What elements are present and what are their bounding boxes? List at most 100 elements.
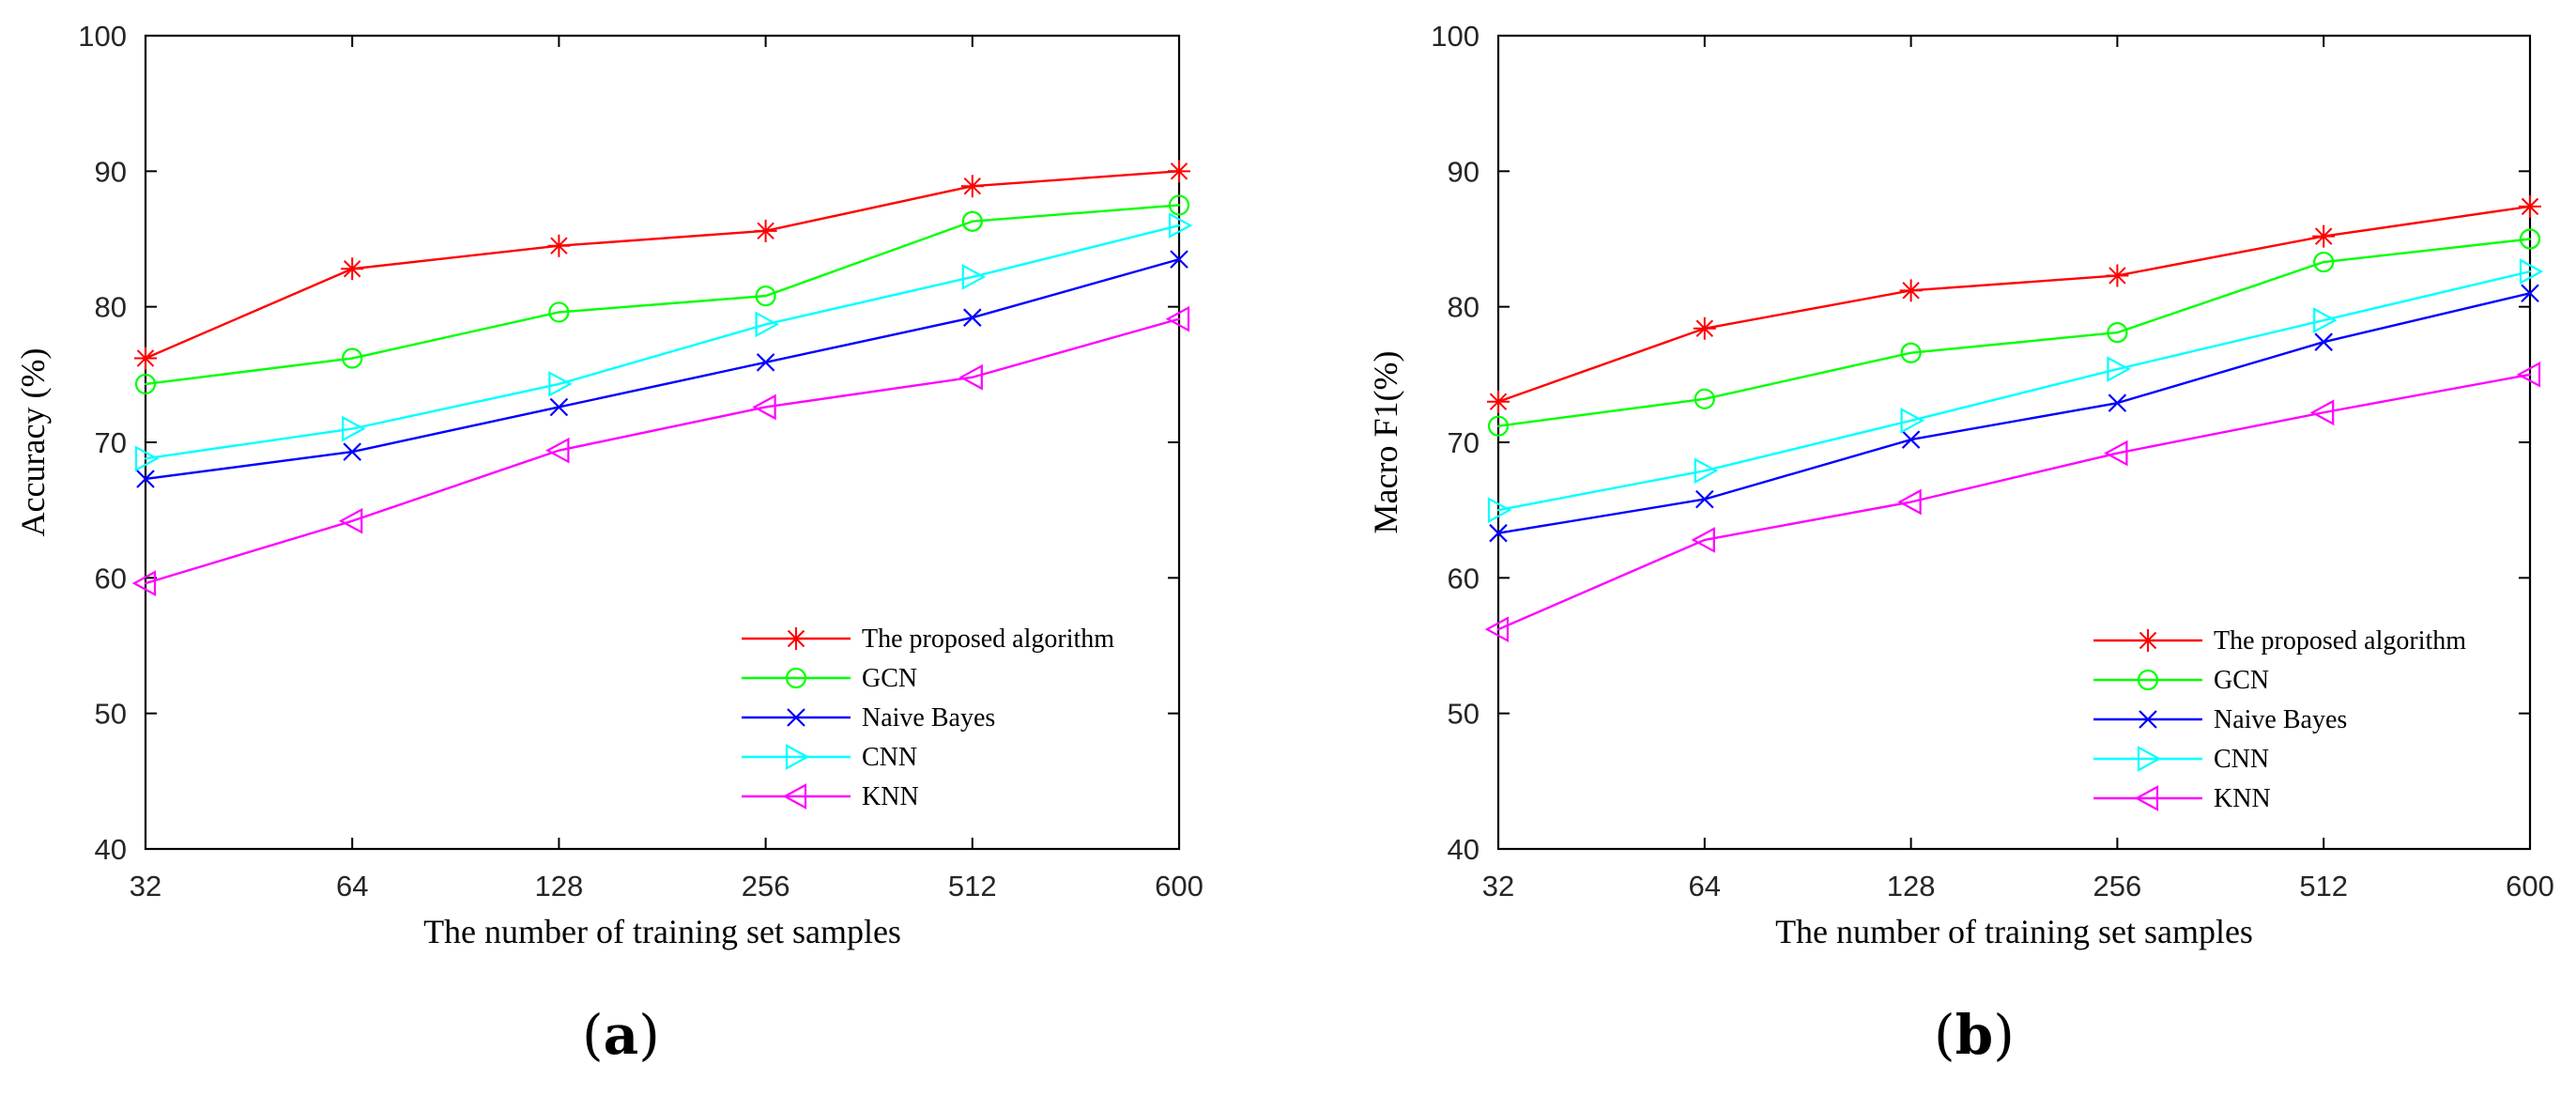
data-point-a-gcn-5	[1168, 194, 1190, 216]
data-point-a-gcn-0	[134, 373, 157, 395]
data-point-a-the-proposed-algorithm-1	[341, 257, 364, 281]
x-tick-label-b-4: 512	[2299, 870, 2348, 902]
y-tick-label-a-4: 80	[95, 291, 127, 324]
legend-marker-b-the-proposed-algorithm	[2137, 629, 2159, 652]
data-point-a-cnn-0	[134, 445, 160, 472]
data-point-a-gcn-3	[755, 285, 776, 307]
x-tick-label-b-0: 32	[1482, 870, 1514, 902]
legend-label-b-knn: KNN	[2214, 784, 2271, 813]
series-line-b-cnn	[1496, 270, 2532, 512]
series-line-b-knn	[1496, 373, 2532, 631]
data-point-b-the-proposed-algorithm-0	[1487, 390, 1510, 413]
x-tick-label-b-5: 600	[2506, 870, 2554, 902]
panel-label-open-paren-a: (	[582, 1003, 604, 1067]
legend-label-a-gcn: GCN	[862, 664, 917, 693]
data-point-a-the-proposed-algorithm-2	[547, 234, 571, 257]
x-tick-label-b-3: 256	[2093, 870, 2142, 902]
data-point-b-cnn-1	[1694, 457, 1719, 485]
data-point-b-naive-bayes-4	[2314, 332, 2333, 351]
data-point-b-gcn-0	[1487, 415, 1510, 437]
data-point-a-cnn-4	[961, 264, 987, 290]
data-point-b-the-proposed-algorithm-5	[2519, 194, 2541, 218]
x-axis-label-b: The number of training set samples	[1775, 913, 2253, 950]
y-tick-label-b-2: 60	[1448, 562, 1480, 594]
legend-marker-a-the-proposed-algorithm	[785, 627, 807, 650]
data-point-a-the-proposed-algorithm-3	[754, 219, 777, 242]
data-point-a-gcn-4	[961, 210, 983, 232]
legend-label-a-cnn: CNN	[862, 743, 917, 772]
data-point-b-the-proposed-algorithm-1	[1693, 316, 1716, 340]
x-tick-label-a-2: 128	[535, 870, 584, 902]
data-point-b-naive-bayes-2	[1901, 430, 1921, 449]
data-point-a-naive-bayes-5	[1170, 250, 1188, 269]
data-point-b-cnn-5	[2519, 258, 2544, 285]
y-tick-label-b-1: 50	[1448, 698, 1480, 731]
data-point-b-naive-bayes-1	[1695, 489, 1714, 509]
data-point-b-knn-3	[2104, 440, 2128, 467]
legend-label-b-naive-bayes: Naive Bayes	[2214, 705, 2347, 734]
legend-marker-b-knn	[2134, 785, 2159, 811]
data-point-a-gcn-2	[548, 301, 570, 323]
data-point-b-gcn-2	[1900, 342, 1922, 363]
data-point-a-knn-4	[958, 363, 983, 391]
panel-label-b: (b)	[1934, 1003, 2015, 1067]
data-point-b-naive-bayes-3	[2108, 393, 2127, 412]
y-axis-label-a: Accuracy (%)	[14, 348, 52, 537]
legend-marker-b-naive-bayes	[2139, 710, 2157, 729]
y-tick-label-a-0: 40	[95, 833, 127, 866]
data-point-b-knn-1	[1691, 527, 1715, 553]
series-line-a-cnn	[144, 224, 1181, 460]
data-point-b-cnn-2	[1900, 408, 1924, 434]
legend-a: The proposed algorithm GCN Naive Bayes CNN K…	[742, 625, 1114, 811]
data-point-a-cnn-2	[548, 371, 573, 397]
y-tick-label-a-6: 100	[78, 20, 127, 53]
data-point-b-the-proposed-algorithm-3	[2106, 264, 2129, 287]
x-tick-label-a-4: 512	[948, 870, 997, 902]
y-tick-label-a-1: 50	[95, 698, 127, 731]
legend-label-a-the-proposed-algorithm: The proposed algorithm	[862, 625, 1114, 654]
legend-marker-b-cnn	[2137, 746, 2162, 772]
data-point-b-gcn-3	[2107, 321, 2128, 344]
data-point-a-cnn-5	[1168, 212, 1193, 239]
data-point-a-naive-bayes-3	[756, 353, 775, 372]
plot-frame-b	[1496, 34, 2532, 851]
y-tick-label-b-5: 90	[1448, 155, 1480, 188]
data-point-a-the-proposed-algorithm-5	[1168, 160, 1190, 183]
chart-panel-b: 40 50 60 70 80 90 100 32 64 128 256 512 600 Macro F1(…	[1367, 20, 2554, 1067]
data-point-a-knn-1	[338, 507, 363, 534]
data-point-b-knn-0	[1484, 616, 1510, 643]
chart-panel-a: 40 50 60 70 80 90 100 32 64 128 256 512 600 Accuracy …	[14, 20, 1204, 1067]
data-point-a-the-proposed-algorithm-0	[134, 347, 157, 370]
data-point-b-knn-4	[2309, 399, 2335, 426]
series-line-b-the-proposed-algorithm	[1496, 205, 2532, 403]
data-point-a-knn-3	[752, 393, 776, 421]
x-tick-label-a-3: 256	[742, 870, 790, 902]
series-line-b-gcn	[1496, 238, 2532, 427]
data-point-b-knn-5	[2516, 361, 2541, 388]
data-point-a-knn-0	[131, 570, 157, 596]
panel-label-letter-a: a	[604, 1003, 639, 1067]
data-point-a-naive-bayes-2	[549, 397, 569, 417]
y-tick-label-a-2: 60	[95, 562, 127, 594]
x-tick-label-a-1: 64	[336, 870, 368, 902]
series-line-a-naive-bayes	[144, 257, 1181, 481]
legend-marker-a-knn	[782, 783, 807, 810]
legend-marker-b-gcn	[2137, 669, 2159, 691]
data-point-b-the-proposed-algorithm-2	[1899, 279, 1923, 302]
legend-marker-a-gcn	[785, 667, 807, 689]
data-point-b-naive-bayes-0	[1489, 523, 1508, 543]
plot-frame-a	[144, 34, 1181, 851]
data-point-a-the-proposed-algorithm-4	[960, 175, 984, 198]
data-point-a-cnn-3	[755, 311, 779, 338]
y-tick-label-b-4: 80	[1448, 291, 1480, 324]
legend-label-a-knn: KNN	[862, 782, 919, 811]
data-point-a-knn-2	[545, 437, 570, 464]
x-tick-label-b-2: 128	[1887, 870, 1936, 902]
data-point-b-naive-bayes-5	[2521, 284, 2539, 303]
legend-marker-a-cnn	[785, 744, 810, 770]
data-point-a-gcn-1	[342, 347, 363, 369]
data-point-b-gcn-5	[2519, 228, 2541, 250]
data-point-a-naive-bayes-0	[136, 470, 155, 488]
